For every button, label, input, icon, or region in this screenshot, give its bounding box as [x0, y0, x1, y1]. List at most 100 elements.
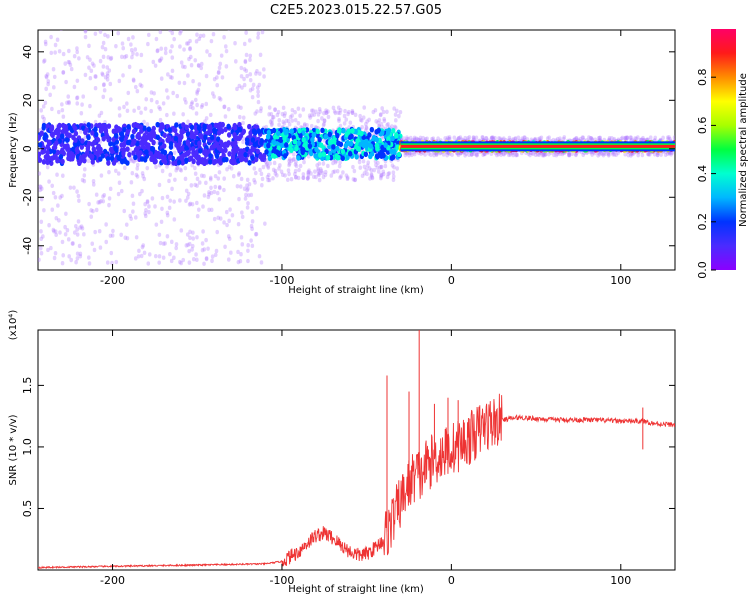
spectrogram-cell	[182, 80, 187, 86]
spectrogram-cell	[103, 32, 107, 38]
spectrogram-cell	[248, 88, 253, 93]
spectrogram-cell	[307, 113, 312, 118]
spectrogram-cell	[269, 111, 274, 117]
spectrogram-cell	[131, 77, 136, 82]
spectrogram-cell	[227, 30, 230, 31]
spectrogram-cell	[317, 152, 323, 158]
spectrogram-cell	[179, 168, 184, 173]
spectrogram-cell	[266, 177, 270, 183]
spectrogram-cell	[238, 184, 243, 189]
spectrogram-cell	[502, 152, 506, 157]
spectrogram-cell	[129, 42, 133, 47]
spectrogram-cell	[219, 53, 224, 58]
spectrogram-cell	[186, 73, 190, 78]
spectrogram-cell	[278, 163, 282, 168]
spectrogram-cell	[287, 162, 291, 168]
spectrogram-cell	[244, 30, 248, 35]
spectrogram-cell	[154, 222, 159, 227]
spectrogram-cell	[99, 173, 104, 178]
spectrogram-cell	[52, 85, 56, 90]
spectrogram-cell	[242, 76, 246, 82]
spectrogram-cell	[248, 57, 252, 63]
spectrogram-cell	[323, 133, 328, 140]
spectrogram-cell	[243, 157, 249, 163]
spectrogram-cell	[481, 152, 485, 158]
spectrogram-cell	[317, 161, 322, 166]
spectrogram-cell	[142, 138, 148, 145]
spectrogram-cell	[238, 22, 242, 26]
spectrogram-cell	[122, 126, 127, 133]
spectrogram-cell	[239, 65, 244, 71]
spectrogram-cell	[281, 105, 286, 111]
spectrogram-cell	[271, 176, 275, 181]
spectrogram-cell	[516, 135, 521, 140]
spectrogram-cell	[50, 207, 55, 212]
spectrogram-cell	[542, 151, 546, 157]
spectrogram-cell	[292, 156, 296, 162]
spectrogram-cell	[306, 172, 311, 177]
spectrogram-cell	[443, 136, 447, 141]
spectrogram-cell	[252, 177, 256, 183]
spectrogram-cell	[287, 171, 291, 177]
spectrogram-cell	[190, 100, 195, 105]
spectrogram-cell	[187, 248, 191, 254]
spectrogram-cell	[139, 110, 143, 115]
spectrogram-cell	[567, 151, 572, 156]
spectrogram-cell	[145, 165, 150, 171]
spectrogram-cell	[242, 186, 247, 191]
spectrogram-cell	[314, 146, 319, 153]
spectrogram-cell	[46, 79, 51, 84]
spectrogram-cell	[229, 250, 233, 255]
spectrogram-cell	[82, 232, 86, 237]
spectrogram-cell	[368, 153, 373, 160]
spectrogram-cell	[264, 162, 269, 167]
spectrogram-cell	[131, 128, 137, 135]
spectrogram-cell	[255, 148, 261, 155]
spectrogram-cell	[125, 129, 130, 136]
spectrogram-cell	[179, 228, 184, 233]
snr-y-tick-label: 0.5	[21, 500, 34, 518]
spectrogram-cell	[312, 112, 317, 117]
spectrogram-cell	[197, 180, 202, 185]
spectrogram-cell	[365, 163, 370, 168]
spectrogram-cell	[149, 90, 154, 95]
spectrogram-cell	[223, 141, 228, 148]
spectrogram-cell	[114, 43, 118, 49]
spectrogram-cell	[77, 198, 81, 203]
spectrogram-cell	[257, 254, 262, 259]
spectrogram-cell	[313, 153, 318, 159]
spectrogram-cell	[371, 109, 376, 115]
spectrogram-cell	[65, 100, 69, 106]
spectrogram-cell	[177, 137, 183, 144]
spectrogram-cell	[245, 187, 249, 193]
spectrogram-cell	[337, 116, 341, 122]
spectrogram-cell	[197, 140, 202, 147]
spectrogram-cell	[47, 140, 52, 147]
spectrogram-cell	[133, 256, 138, 261]
spectrogram-cell	[206, 194, 211, 200]
spectrogram-cell	[354, 153, 359, 160]
spectrogram-cell	[208, 153, 213, 159]
spectrogram-cell	[663, 152, 668, 158]
spectrogram-cell	[344, 173, 349, 178]
spectrogram-cell	[339, 174, 343, 179]
spectrogram-cell	[67, 99, 71, 105]
spectrogram-cell	[294, 174, 298, 180]
spectrogram-cell	[368, 176, 372, 181]
spectrogram-cell	[318, 109, 322, 114]
spectrogram-cell	[125, 146, 130, 152]
spectrogram-cell	[530, 150, 534, 156]
spectrogram-cell	[163, 50, 168, 56]
spectrogram-cell	[60, 133, 65, 140]
spectrogram-cell	[75, 78, 80, 84]
spectrogram-cell	[265, 133, 271, 140]
spectrogram-cell	[88, 103, 92, 109]
spectrogram-cell	[101, 199, 106, 204]
spectrogram-cell	[298, 113, 302, 118]
spectrogram-cell	[184, 243, 189, 248]
spectrogram-cell	[405, 135, 409, 140]
spectrogram-cell	[245, 177, 250, 183]
spectrogram-cell	[378, 112, 383, 118]
spectrogram-cell	[212, 142, 217, 149]
spectrogram-cell	[358, 165, 363, 170]
